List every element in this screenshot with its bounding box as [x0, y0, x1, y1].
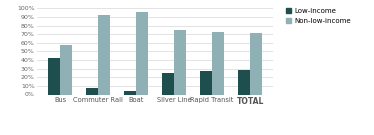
Bar: [250, 33, 262, 94]
Bar: [48, 58, 60, 94]
Bar: [136, 12, 148, 94]
Bar: [174, 30, 186, 94]
Bar: [98, 15, 110, 94]
Bar: [60, 45, 73, 94]
Legend: Low-income, Non-low-income: Low-income, Non-low-income: [286, 8, 351, 24]
Bar: [212, 32, 224, 94]
Bar: [238, 70, 250, 94]
Bar: [200, 71, 212, 94]
Bar: [86, 88, 98, 94]
Bar: [162, 73, 174, 94]
Bar: [124, 91, 136, 94]
